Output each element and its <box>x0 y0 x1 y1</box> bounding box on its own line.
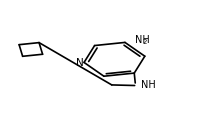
Text: NH: NH <box>135 34 150 44</box>
Text: NH: NH <box>141 79 156 89</box>
Text: 2: 2 <box>143 38 147 44</box>
Text: N: N <box>76 58 84 68</box>
